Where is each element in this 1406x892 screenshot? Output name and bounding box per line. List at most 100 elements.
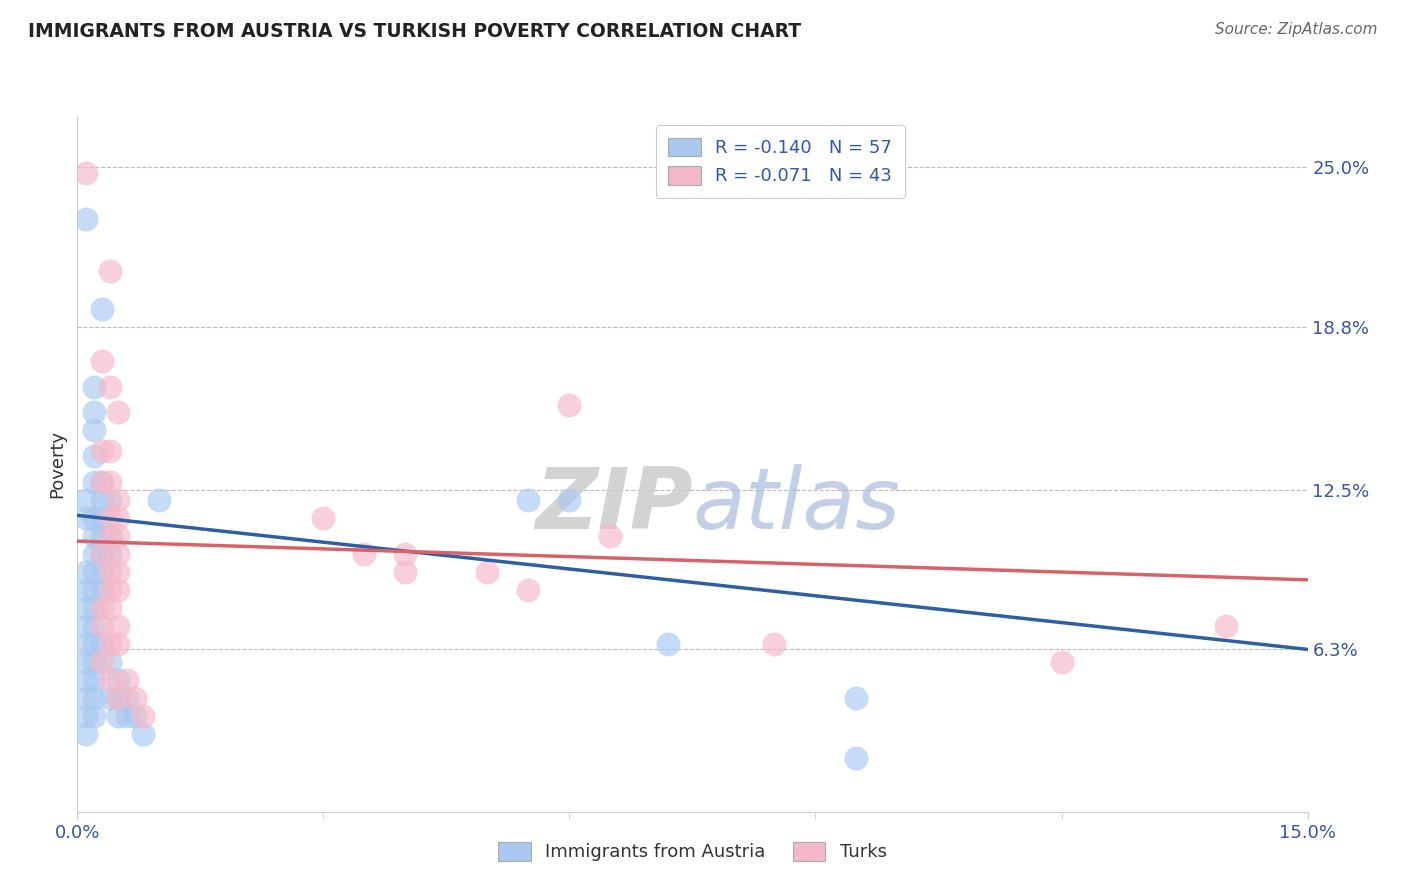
Point bbox=[353, 547, 375, 561]
Point bbox=[98, 475, 121, 489]
Point bbox=[90, 619, 114, 633]
Point bbox=[657, 637, 679, 651]
Point bbox=[107, 511, 129, 525]
Point bbox=[90, 601, 114, 615]
Point bbox=[83, 423, 105, 437]
Point bbox=[83, 565, 105, 579]
Point bbox=[107, 619, 129, 633]
Point bbox=[83, 511, 105, 525]
Point bbox=[98, 655, 121, 669]
Point bbox=[83, 691, 105, 706]
Point bbox=[90, 511, 114, 525]
Text: IMMIGRANTS FROM AUSTRIA VS TURKISH POVERTY CORRELATION CHART: IMMIGRANTS FROM AUSTRIA VS TURKISH POVER… bbox=[28, 22, 801, 41]
Point bbox=[558, 492, 581, 507]
Point bbox=[98, 547, 121, 561]
Point bbox=[83, 655, 105, 669]
Point bbox=[124, 691, 146, 706]
Point bbox=[98, 379, 121, 393]
Point bbox=[90, 353, 114, 368]
Point bbox=[83, 529, 105, 543]
Point bbox=[517, 583, 540, 598]
Point bbox=[98, 444, 121, 458]
Point bbox=[107, 405, 129, 419]
Point bbox=[115, 691, 138, 706]
Point bbox=[115, 709, 138, 723]
Point bbox=[599, 529, 621, 543]
Point bbox=[98, 529, 121, 543]
Point bbox=[83, 547, 105, 561]
Point bbox=[83, 583, 105, 598]
Point bbox=[83, 449, 105, 463]
Point bbox=[75, 637, 97, 651]
Point bbox=[75, 492, 97, 507]
Point bbox=[98, 529, 121, 543]
Point bbox=[83, 673, 105, 688]
Point bbox=[1050, 655, 1073, 669]
Point bbox=[83, 601, 105, 615]
Point bbox=[124, 709, 146, 723]
Point bbox=[845, 750, 868, 764]
Point bbox=[148, 492, 170, 507]
Point bbox=[75, 166, 97, 180]
Point bbox=[83, 619, 105, 633]
Point bbox=[75, 601, 97, 615]
Point bbox=[107, 583, 129, 598]
Point bbox=[83, 379, 105, 393]
Point bbox=[98, 601, 121, 615]
Point bbox=[394, 547, 416, 561]
Point bbox=[75, 691, 97, 706]
Point bbox=[75, 673, 97, 688]
Point bbox=[132, 727, 155, 741]
Point bbox=[75, 619, 97, 633]
Point bbox=[90, 547, 114, 561]
Point bbox=[517, 492, 540, 507]
Point bbox=[75, 655, 97, 669]
Point bbox=[90, 583, 114, 598]
Point bbox=[107, 492, 129, 507]
Point bbox=[90, 655, 114, 669]
Text: Source: ZipAtlas.com: Source: ZipAtlas.com bbox=[1215, 22, 1378, 37]
Point bbox=[75, 511, 97, 525]
Point bbox=[1215, 619, 1237, 633]
Point bbox=[107, 673, 129, 688]
Point bbox=[90, 475, 114, 489]
Point bbox=[75, 583, 97, 598]
Point bbox=[98, 263, 121, 277]
Point bbox=[83, 475, 105, 489]
Point bbox=[132, 709, 155, 723]
Point bbox=[90, 529, 114, 543]
Point bbox=[98, 583, 121, 598]
Point bbox=[763, 637, 786, 651]
Point bbox=[115, 673, 138, 688]
Text: ZIP: ZIP bbox=[534, 464, 693, 547]
Point bbox=[98, 691, 121, 706]
Legend: Immigrants from Austria, Turks: Immigrants from Austria, Turks bbox=[488, 831, 897, 872]
Point bbox=[75, 212, 97, 227]
Point bbox=[90, 565, 114, 579]
Y-axis label: Poverty: Poverty bbox=[48, 430, 66, 498]
Point bbox=[90, 302, 114, 317]
Point bbox=[107, 709, 129, 723]
Point bbox=[98, 565, 121, 579]
Point bbox=[107, 565, 129, 579]
Point bbox=[107, 637, 129, 651]
Point bbox=[845, 691, 868, 706]
Point bbox=[83, 709, 105, 723]
Point bbox=[107, 529, 129, 543]
Point bbox=[90, 475, 114, 489]
Point bbox=[477, 565, 499, 579]
Point bbox=[558, 398, 581, 412]
Point bbox=[90, 547, 114, 561]
Point bbox=[98, 673, 121, 688]
Point bbox=[98, 511, 121, 525]
Point bbox=[75, 727, 97, 741]
Point bbox=[83, 405, 105, 419]
Point bbox=[75, 709, 97, 723]
Point bbox=[90, 637, 114, 651]
Point bbox=[83, 637, 105, 651]
Point bbox=[98, 492, 121, 507]
Point bbox=[312, 511, 335, 525]
Text: atlas: atlas bbox=[693, 464, 900, 547]
Point bbox=[75, 565, 97, 579]
Point bbox=[98, 637, 121, 651]
